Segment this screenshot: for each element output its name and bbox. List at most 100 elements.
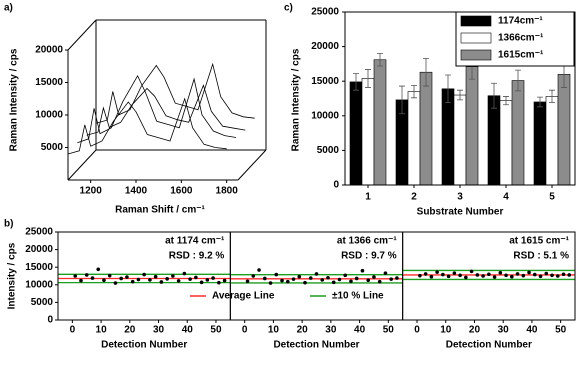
point bbox=[343, 273, 348, 278]
bar bbox=[545, 96, 559, 186]
x-tick-label: 50 bbox=[555, 325, 567, 336]
x-tick-label: 10 bbox=[96, 325, 108, 336]
point bbox=[90, 276, 95, 280]
spectrum bbox=[86, 84, 246, 136]
legend-swatch bbox=[460, 32, 492, 44]
error-bar bbox=[549, 89, 555, 104]
panel-label: b) bbox=[4, 219, 13, 230]
point bbox=[188, 277, 192, 281]
y-tick-label: 0 bbox=[47, 315, 53, 326]
point bbox=[429, 274, 434, 279]
point bbox=[125, 275, 129, 279]
bar bbox=[465, 66, 479, 186]
point bbox=[280, 278, 284, 283]
point bbox=[314, 272, 319, 276]
point bbox=[561, 272, 566, 277]
y-tick-label: 5000 bbox=[31, 297, 54, 308]
bar bbox=[453, 94, 467, 186]
annotation: at 1366 cm⁻¹ bbox=[337, 236, 397, 247]
point bbox=[142, 272, 146, 277]
legend-label: 1366cm⁻¹ bbox=[498, 33, 544, 44]
x-tick-label: 2 bbox=[411, 192, 417, 203]
y-tick-label: 20000 bbox=[25, 244, 53, 255]
point bbox=[211, 276, 215, 280]
x-tick-label: 0 bbox=[70, 325, 76, 336]
point bbox=[389, 277, 393, 281]
bar bbox=[419, 71, 433, 186]
point bbox=[194, 275, 198, 280]
legend-label: 1174cm⁻¹ bbox=[498, 16, 543, 27]
point bbox=[102, 278, 106, 283]
axis bbox=[67, 19, 97, 51]
x-tick-label: 0 bbox=[242, 325, 248, 336]
axis bbox=[67, 149, 97, 181]
point bbox=[515, 272, 520, 276]
x-tick-label: 20 bbox=[124, 325, 136, 336]
point bbox=[464, 275, 468, 280]
point bbox=[257, 268, 261, 272]
spectrum bbox=[77, 74, 237, 144]
x-axis-label: Substrate Number bbox=[417, 207, 504, 218]
y-tick-label: 0 bbox=[333, 180, 339, 191]
point bbox=[331, 280, 336, 285]
x-tick-label: 40 bbox=[354, 325, 366, 336]
point bbox=[308, 276, 313, 280]
y-tick-label: 20000 bbox=[35, 45, 63, 56]
x-tick-label: 10 bbox=[440, 325, 452, 336]
error-bar bbox=[411, 84, 417, 99]
point bbox=[435, 270, 439, 274]
point bbox=[84, 273, 89, 277]
point bbox=[268, 281, 273, 285]
x-tick-label: 50 bbox=[210, 325, 222, 336]
bar bbox=[349, 81, 363, 186]
point bbox=[165, 277, 169, 281]
bar bbox=[441, 88, 455, 186]
axis bbox=[237, 149, 267, 181]
y-axis-label: Intensity / cps bbox=[7, 242, 18, 309]
point bbox=[383, 271, 388, 275]
point bbox=[446, 274, 451, 279]
point bbox=[475, 273, 480, 277]
point bbox=[532, 272, 537, 277]
point bbox=[510, 274, 514, 279]
panel-label: c) bbox=[284, 3, 293, 14]
y-tick-label: 15000 bbox=[25, 262, 53, 273]
point bbox=[303, 280, 307, 285]
bar bbox=[499, 100, 513, 186]
point bbox=[205, 278, 210, 282]
x-tick-label: 30 bbox=[325, 325, 337, 336]
y-tick-label: 25000 bbox=[25, 227, 53, 238]
x-axis-label: Detection Number bbox=[101, 340, 187, 351]
x-tick-label: 20 bbox=[297, 325, 309, 336]
point bbox=[527, 270, 531, 275]
panel-label: a) bbox=[4, 3, 13, 14]
point bbox=[481, 274, 485, 278]
point bbox=[245, 279, 250, 284]
bar bbox=[533, 101, 547, 186]
point bbox=[79, 278, 83, 283]
y-tick-label: 15000 bbox=[35, 77, 63, 88]
point bbox=[96, 267, 101, 272]
x-tick-label: 1 bbox=[365, 192, 371, 203]
annotation: RSD : 9.7 % bbox=[341, 251, 397, 262]
point bbox=[458, 273, 462, 278]
y-axis-label: Raman Intensity / cps bbox=[291, 48, 302, 151]
point bbox=[251, 274, 256, 278]
point bbox=[360, 268, 365, 273]
point bbox=[107, 273, 112, 278]
bar bbox=[407, 91, 421, 186]
error-bar bbox=[491, 82, 497, 109]
point bbox=[73, 274, 78, 278]
x-tick-label: 4 bbox=[503, 192, 509, 203]
x-tick-label: 30 bbox=[498, 325, 510, 336]
point bbox=[555, 274, 560, 278]
legend-label: Average Line bbox=[212, 291, 275, 302]
error-bar bbox=[353, 73, 359, 91]
point bbox=[113, 281, 118, 285]
point bbox=[418, 273, 422, 278]
point bbox=[159, 280, 164, 284]
x-tick-label: 1400 bbox=[125, 186, 148, 197]
point bbox=[320, 278, 325, 282]
x-tick-label: 5 bbox=[549, 192, 555, 203]
